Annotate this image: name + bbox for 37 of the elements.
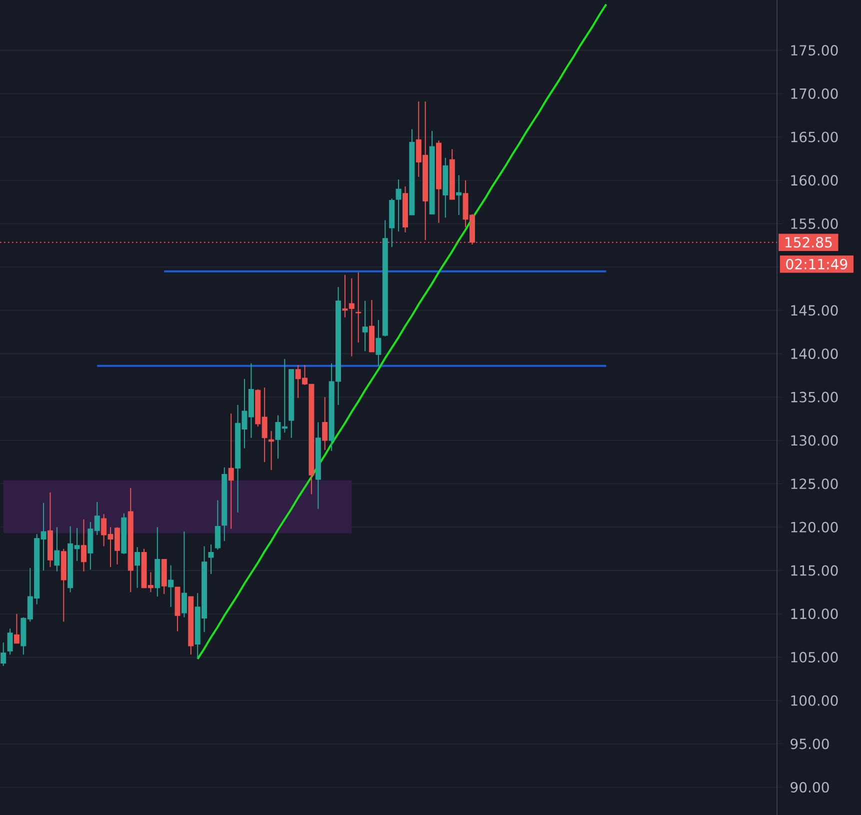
candlestick — [362, 300, 368, 352]
y-tick-label: 110.00 — [791, 608, 838, 620]
candlestick — [168, 564, 174, 608]
candlestick — [376, 319, 382, 366]
candlestick — [322, 396, 328, 450]
y-tick-label: 135.00 — [791, 392, 838, 402]
y-tick-label: 120.00 — [791, 522, 838, 532]
y-tick-label: 175.00 — [791, 45, 838, 56]
y-tick-label: 95.00 — [790, 738, 829, 750]
candlestick — [181, 530, 187, 618]
candlestick — [214, 500, 220, 550]
y-tick-label: 115.00 — [791, 565, 838, 576]
candlestick — [396, 178, 402, 232]
candlestick — [54, 526, 60, 572]
y-tick-label: 155.00 — [791, 218, 838, 229]
y-tick-label: 145.00 — [791, 305, 838, 316]
y-tick-label: 125.00 — [791, 478, 838, 490]
candlestick — [456, 174, 462, 216]
candlestick — [0, 642, 6, 666]
candlestick — [268, 430, 274, 470]
ref-line-label: 152.85 — [785, 237, 832, 248]
y-tick-label: 170.00 — [791, 88, 838, 99]
candlestick — [14, 613, 20, 644]
text: 02:11:49 — [786, 258, 848, 270]
y-tick-label: 130.00 — [791, 435, 838, 446]
y-tick-label: 160.00 — [791, 175, 838, 186]
candlestick — [80, 518, 86, 572]
candlestick — [356, 272, 362, 343]
candlestick — [228, 413, 234, 530]
y-tick-label: 140.00 — [791, 348, 838, 360]
y-tick-label: 165.00 — [791, 132, 838, 142]
candlestick — [7, 628, 13, 656]
candlestick — [208, 544, 214, 574]
candlestick — [134, 546, 140, 588]
y-tick-label: 90.00 — [790, 782, 829, 793]
y-tick-label: 105.00 — [791, 652, 838, 662]
y-tick-label: 100.00 — [791, 695, 838, 706]
